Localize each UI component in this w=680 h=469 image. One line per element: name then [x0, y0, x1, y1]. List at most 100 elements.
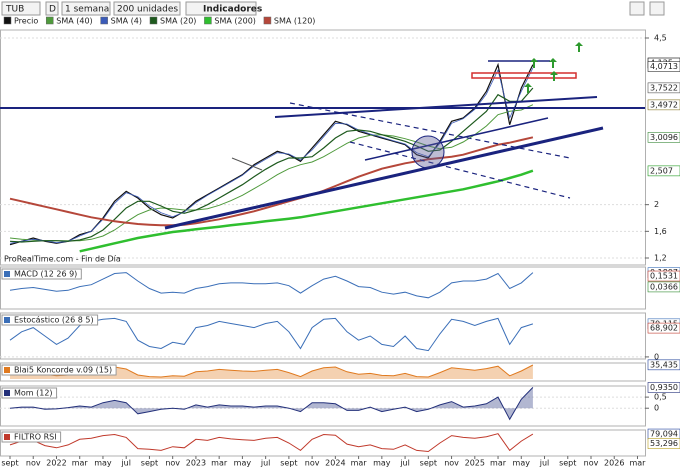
x-tick-label: jul	[399, 459, 410, 468]
x-tick-label: nov	[444, 459, 459, 468]
series-line	[9, 272, 534, 299]
panel-title: Estocástico (26 8 5)	[14, 316, 94, 325]
series-line	[9, 62, 534, 246]
x-tick-label: sept	[280, 459, 297, 468]
legend-label: Precio	[14, 17, 38, 26]
value-marker	[647, 270, 680, 282]
tool-button[interactable]	[649, 1, 665, 16]
highlight-circle	[411, 135, 445, 169]
legend-swatch	[100, 16, 108, 25]
panel-title: MACD (12 26 9)	[14, 270, 77, 279]
value-marker	[647, 82, 680, 94]
value-marker	[647, 99, 680, 111]
x-tick-label: jul	[260, 459, 271, 468]
panel-title-icon	[4, 317, 10, 323]
x-tick-label: may	[234, 459, 252, 468]
y-tick-label: 0,5	[654, 393, 667, 402]
trend-line	[231, 157, 263, 171]
value-marker-label: 4,0713	[650, 62, 678, 71]
panel-title-box	[1, 364, 117, 376]
panel-title-box	[1, 387, 58, 399]
value-marker-label: 53,296	[650, 439, 678, 448]
arrow-icon	[575, 42, 583, 52]
value-marker-label: 0,9350	[650, 383, 678, 392]
trend-line	[364, 117, 549, 161]
series-line	[9, 433, 534, 453]
drawings	[0, 42, 645, 230]
period-box[interactable]	[61, 1, 111, 16]
value-marker-label: 0,1531	[650, 272, 678, 281]
units: 200 unidades	[117, 5, 178, 15]
x-tick-label: may	[513, 459, 531, 468]
legend-swatch	[149, 16, 158, 25]
x-tick-label: jul	[120, 459, 131, 468]
value-marker-label: 3,4972	[650, 100, 678, 109]
legend-label: SMA (20)	[160, 17, 196, 26]
y-tick-label: 2	[654, 200, 659, 209]
value-marker-label: 3,0096	[650, 133, 678, 142]
panel-title-box	[1, 431, 62, 443]
legend-label: SMA (120)	[274, 17, 316, 26]
plot	[0, 29, 649, 457]
mode-box[interactable]	[45, 1, 59, 16]
symbol-box[interactable]	[1, 1, 41, 16]
indicators: Indicadores	[203, 5, 262, 15]
x-tick-label: mar	[211, 459, 228, 468]
x-tick-label: sept	[1, 459, 18, 468]
trend-line	[164, 126, 604, 230]
x-tick-label: may	[94, 459, 112, 468]
panel-frame	[0, 29, 646, 266]
value-marker-label: 0,0366	[650, 282, 678, 291]
value-marker	[647, 165, 680, 177]
panel-frame	[0, 385, 646, 427]
x-tick-label: nov	[165, 459, 180, 468]
x-tick-label: mar	[351, 459, 368, 468]
y-tick-label: 1,6	[654, 227, 667, 236]
toolbar: TUB D 1 semana 200 unidades Indicadores	[1, 1, 665, 16]
x-tick-label: sept	[420, 459, 437, 468]
value-marker	[647, 281, 680, 293]
x-tick-label: mar	[72, 459, 89, 468]
value-marker	[647, 382, 680, 393]
series-line	[9, 104, 534, 242]
x-tick-label: nov	[26, 459, 41, 468]
panel-title-icon	[4, 271, 10, 277]
indicators-box[interactable]	[185, 1, 257, 16]
panel-frame	[0, 429, 646, 457]
trend-line	[274, 96, 598, 118]
x-tick-label: 2023	[186, 459, 206, 468]
x-tick-label: jul	[539, 459, 550, 468]
series-line	[9, 67, 534, 244]
symbol: TUB	[5, 5, 24, 15]
legend-label: SMA (40)	[56, 17, 92, 26]
x-tick-label: 2025	[465, 459, 485, 468]
panel-frame	[0, 362, 646, 382]
x-tick-label: sept	[141, 459, 158, 468]
x-tick-label: sept	[559, 459, 576, 468]
value-marker	[647, 438, 680, 449]
legend-label: SMA (200)	[214, 17, 256, 26]
value-marker-label: 35,435	[650, 360, 678, 369]
area-fill	[10, 387, 533, 420]
value-marker-label: 79,094	[650, 430, 678, 439]
value-marker-label: 2,507	[650, 166, 673, 175]
panel-title: Blai5 Koncorde v.09 (15)	[14, 366, 112, 375]
panel-title-box	[1, 314, 99, 326]
mode: D	[49, 5, 56, 15]
arrow-icon	[530, 58, 538, 68]
legend-swatch	[263, 16, 272, 25]
value-marker-label: 3,7522	[650, 83, 678, 92]
labels: 4,521,61,24,1254,07133,75223,49723,00962…	[1, 17, 680, 468]
x-tick-label: nov	[584, 459, 599, 468]
x-tick-label: may	[373, 459, 391, 468]
channel-line	[349, 141, 571, 199]
tool-button[interactable]	[629, 1, 645, 16]
value-marker	[647, 132, 680, 143]
legend-swatch	[45, 16, 54, 25]
units-box[interactable]	[113, 1, 181, 16]
value-marker-label: 68,902	[650, 324, 678, 333]
y-tick-label: 4,5	[654, 34, 667, 43]
series-line	[9, 87, 534, 243]
series-line	[79, 169, 534, 253]
zone-box	[471, 72, 577, 79]
